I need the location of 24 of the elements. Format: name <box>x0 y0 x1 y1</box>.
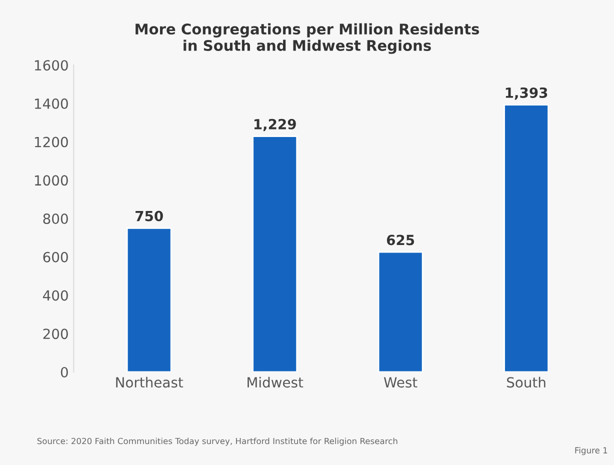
x-tick-label: South <box>507 376 546 388</box>
y-tick-label: 1400 <box>34 98 68 109</box>
y-tick-label: 400 <box>42 290 68 301</box>
data-label: 750 <box>136 210 163 222</box>
x-tick-label: Midwest <box>248 376 304 388</box>
y-tick-label: 1200 <box>34 136 68 148</box>
data-label: 1,393 <box>506 87 548 100</box>
bar <box>252 136 298 372</box>
source-note: Source: 2020 Faith Communities Today survey, Hartford Institute for Religion Research <box>37 438 398 446</box>
bar <box>126 227 172 372</box>
y-tick-label: 1000 <box>34 175 68 186</box>
y-tick-label: 800 <box>43 214 68 224</box>
bar <box>504 104 549 372</box>
x-tick-label: West <box>384 377 418 388</box>
data-label: 625 <box>386 234 414 246</box>
x-tick-label: Northeast <box>116 376 184 388</box>
y-tick-label: 1600 <box>34 60 68 71</box>
y-tick-label: 200 <box>43 328 68 340</box>
bar <box>378 251 424 372</box>
data-label: 1,229 <box>254 118 296 132</box>
y-tick-label: 0 <box>60 366 68 378</box>
y-tick-label: 600 <box>43 252 68 262</box>
caption: Figure 1 <box>575 447 608 456</box>
chart-title: More Congregations per Million Residents in South and Midwest Regions <box>136 23 480 54</box>
